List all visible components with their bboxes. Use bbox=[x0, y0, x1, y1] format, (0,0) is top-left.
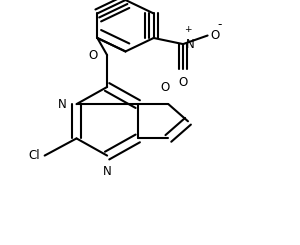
Text: -: - bbox=[218, 18, 222, 31]
Text: N: N bbox=[103, 165, 112, 178]
Text: O: O bbox=[178, 76, 188, 89]
Text: O: O bbox=[210, 29, 219, 42]
Text: N: N bbox=[58, 98, 67, 111]
Text: N: N bbox=[185, 37, 194, 51]
Text: +: + bbox=[184, 25, 192, 34]
Text: O: O bbox=[160, 81, 169, 94]
Text: Cl: Cl bbox=[28, 149, 40, 162]
Text: O: O bbox=[88, 49, 97, 62]
